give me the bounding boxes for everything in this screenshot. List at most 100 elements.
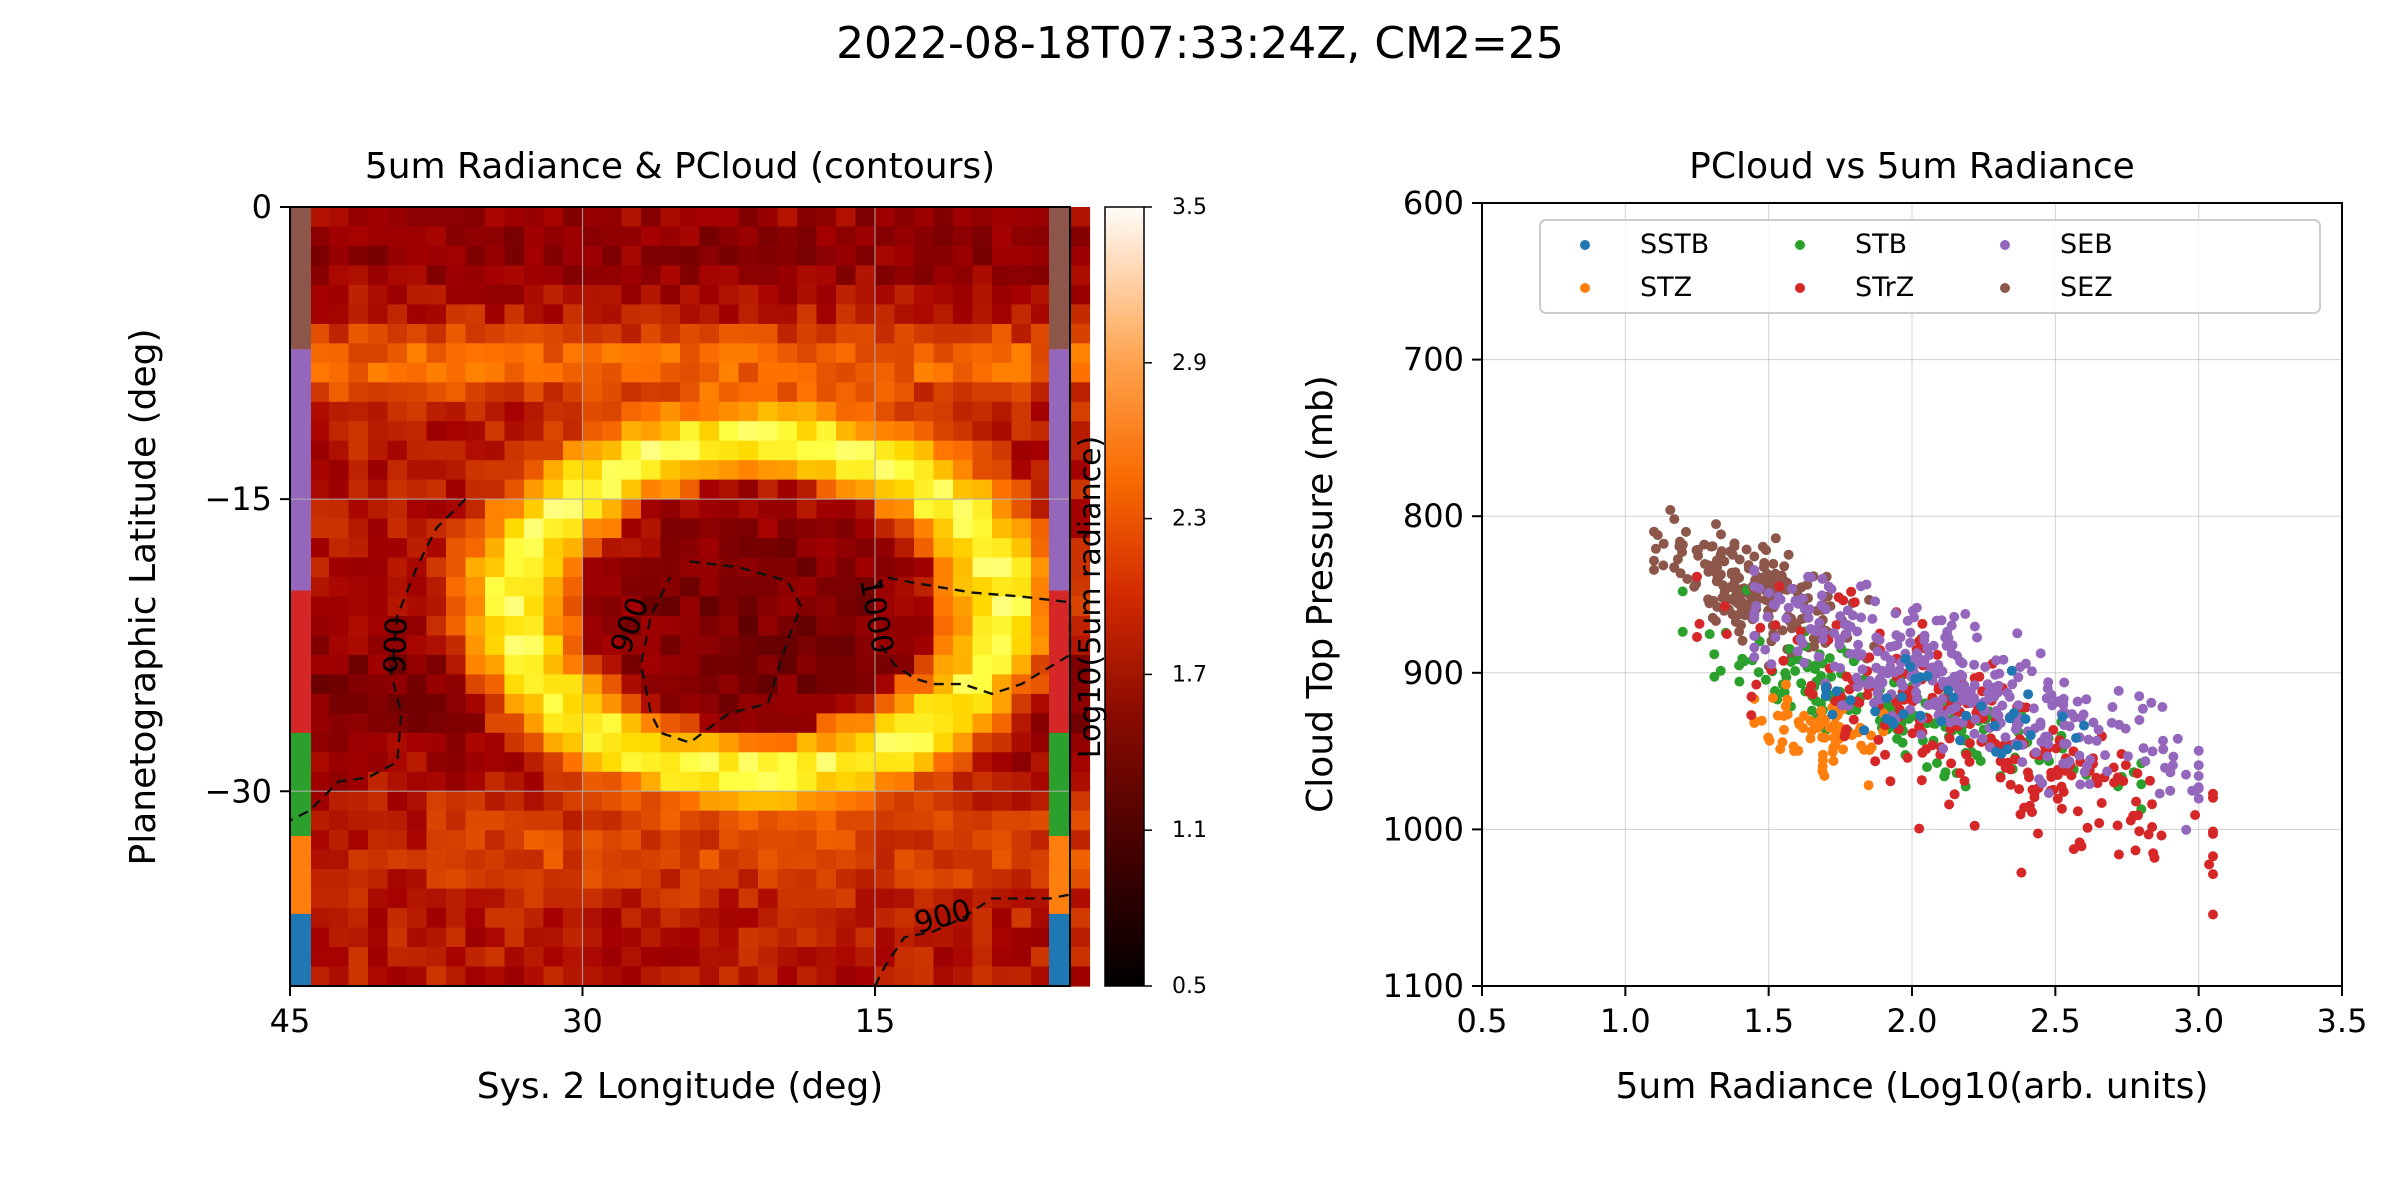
heatmap-cell	[348, 771, 369, 792]
scatter-point	[1774, 581, 1785, 592]
heatmap-cell	[1011, 440, 1032, 461]
heatmap-cell	[1070, 908, 1091, 929]
heatmap-cell	[758, 538, 779, 559]
scatter-point	[1849, 597, 1860, 608]
heatmap-cell	[504, 869, 525, 890]
heatmap-cell	[875, 966, 896, 987]
scatter-point	[1924, 650, 1935, 661]
heatmap-cell	[485, 869, 506, 890]
heatmap-cell	[1011, 401, 1032, 422]
heatmap-cell	[699, 810, 720, 831]
latitude-band-strip	[290, 207, 1070, 986]
heatmap-cell	[465, 557, 486, 578]
heatmap-cell	[465, 732, 486, 753]
heatmap-cell	[485, 674, 506, 695]
scatter-point	[1907, 605, 1918, 616]
scatter-point	[1763, 587, 1774, 598]
scatter-point	[2079, 720, 2089, 731]
heatmap-cell	[446, 577, 467, 598]
heatmap-cell	[797, 284, 818, 305]
heatmap-cell	[719, 421, 740, 442]
heatmap-cell	[816, 674, 837, 695]
heatmap-cell	[758, 207, 779, 228]
scatter-point	[1936, 716, 1947, 727]
scatter-point	[1778, 711, 1789, 721]
heatmap-cell	[972, 362, 993, 383]
heatmap-cell	[329, 869, 350, 890]
heatmap-cell	[641, 908, 662, 929]
heatmap-cell	[777, 674, 798, 695]
heatmap-cell	[368, 362, 389, 383]
heatmap-cell	[465, 713, 486, 734]
heatmap-cell	[680, 323, 701, 344]
heatmap-cell	[465, 518, 486, 539]
scatter-point	[1905, 627, 1916, 638]
heatmap-cell	[1031, 226, 1052, 247]
heatmap-cell	[875, 616, 896, 637]
heatmap-cell	[621, 869, 642, 890]
heatmap-cell	[719, 401, 740, 422]
heatmap-cell	[504, 207, 525, 228]
scatter-point	[1755, 622, 1766, 633]
heatmap-cell	[992, 791, 1013, 812]
heatmap-cell	[582, 849, 603, 870]
scatter-point	[2019, 802, 2030, 813]
heatmap-cell	[719, 674, 740, 695]
heatmap-cell	[680, 713, 701, 734]
heatmap-cell	[1011, 479, 1032, 500]
heatmap-cell	[894, 304, 915, 325]
heatmap-cell	[914, 635, 935, 656]
heatmap-cell	[387, 479, 408, 500]
heatmap-cell	[368, 577, 389, 598]
heatmap-cell	[933, 966, 954, 987]
scatter-point	[1831, 686, 1842, 697]
heatmap-cell	[719, 499, 740, 520]
heatmap-cell	[621, 791, 642, 812]
heatmap-cell	[894, 732, 915, 753]
heatmap-cell	[836, 693, 857, 714]
heatmap-cell	[797, 616, 818, 637]
heatmap-cell	[699, 791, 720, 812]
heatmap-cell	[387, 304, 408, 325]
heatmap-cell	[738, 304, 759, 325]
heatmap-cell	[1031, 284, 1052, 305]
heatmap-cell	[953, 284, 974, 305]
heatmap-cell	[992, 849, 1013, 870]
heatmap-cell	[426, 869, 447, 890]
heatmap-cell	[1070, 674, 1091, 695]
heatmap-cell	[621, 304, 642, 325]
heatmap-cell	[641, 440, 662, 461]
heatmap-cell	[348, 538, 369, 559]
heatmap-cell	[758, 771, 779, 792]
heatmap-cell	[582, 908, 603, 929]
scatter-point	[1817, 590, 1827, 601]
heatmap-cell	[992, 732, 1013, 753]
heatmap-cell	[446, 265, 467, 286]
heatmap-cell	[485, 596, 506, 617]
heatmap-cell	[348, 207, 369, 228]
heatmap-cell	[933, 479, 954, 500]
heatmap-cell	[504, 654, 525, 675]
heatmap-cell	[894, 908, 915, 929]
heatmap-cell	[504, 771, 525, 792]
scatter-point	[1964, 738, 1975, 749]
heatmap-cell	[387, 713, 408, 734]
heatmap-cell	[504, 499, 525, 520]
heatmap-cell	[621, 596, 642, 617]
heatmap-cell	[680, 245, 701, 266]
heatmap-cell	[407, 752, 428, 773]
heatmap-cell	[621, 479, 642, 500]
scatter-point	[2158, 735, 2168, 746]
heatmap-cell	[426, 479, 447, 500]
heatmap-cell	[329, 791, 350, 812]
heatmap-cell	[485, 888, 506, 909]
heatmap-cell	[719, 830, 740, 851]
heatmap-cell	[446, 654, 467, 675]
heatmap-cell	[1070, 343, 1091, 364]
heatmap-cell	[387, 947, 408, 968]
scatter-point	[1665, 505, 1676, 515]
scatter-point	[1972, 632, 1982, 643]
heatmap-cell	[992, 343, 1013, 364]
heatmap-cell	[582, 654, 603, 675]
scatter-point	[1711, 519, 1721, 530]
